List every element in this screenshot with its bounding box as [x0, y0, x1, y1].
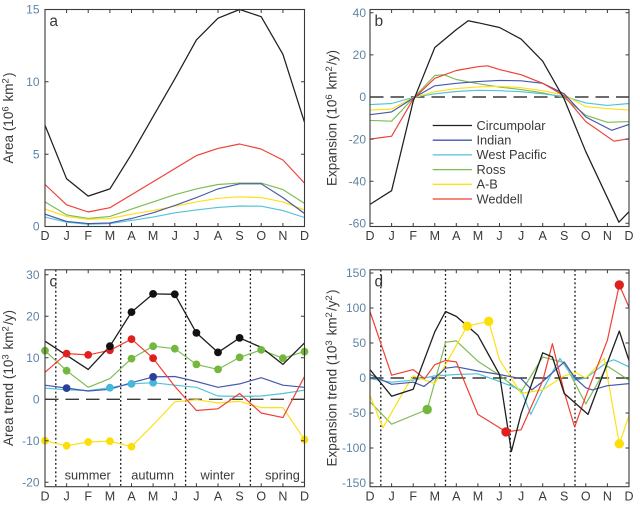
svg-text:0: 0	[33, 220, 40, 234]
svg-text:O: O	[581, 490, 591, 504]
svg-text:J: J	[388, 490, 394, 504]
svg-text:-50: -50	[349, 406, 367, 420]
svg-text:J: J	[193, 490, 199, 504]
svg-text:M: M	[105, 229, 115, 243]
svg-text:A: A	[539, 490, 548, 504]
svg-text:-100: -100	[342, 441, 366, 455]
svg-text:0: 0	[359, 90, 366, 104]
svg-text:Indian: Indian	[477, 133, 512, 148]
svg-text:winter: winter	[200, 468, 236, 483]
svg-text:A-B: A-B	[477, 177, 498, 192]
svg-text:A: A	[452, 229, 461, 243]
svg-text:O: O	[256, 490, 266, 504]
svg-text:-150: -150	[342, 476, 366, 490]
svg-text:Circumpolar: Circumpolar	[477, 118, 547, 133]
svg-text:-20: -20	[349, 132, 367, 146]
svg-text:S: S	[235, 229, 243, 243]
svg-text:D: D	[40, 229, 49, 243]
svg-text:0: 0	[359, 371, 366, 385]
svg-text:0: 0	[33, 393, 40, 407]
svg-text:15: 15	[26, 3, 40, 17]
svg-text:J: J	[172, 229, 178, 243]
svg-text:D: D	[300, 229, 309, 243]
svg-text:J: J	[518, 229, 524, 243]
svg-text:J: J	[518, 490, 524, 504]
svg-text:D: D	[40, 490, 49, 504]
svg-text:50: 50	[353, 336, 367, 350]
svg-text:a: a	[49, 13, 58, 30]
svg-text:N: N	[603, 229, 612, 243]
svg-text:A: A	[214, 490, 223, 504]
svg-text:A: A	[127, 229, 136, 243]
svg-text:D: D	[624, 229, 633, 243]
svg-text:N: N	[278, 490, 287, 504]
svg-text:Weddell: Weddell	[477, 191, 523, 206]
svg-text:Area trend (103 km2 /y): Area trend (103 km2 /y)	[1, 310, 17, 446]
svg-text:Expansion (106 km2 /y): Expansion (106 km2 /y)	[324, 50, 340, 186]
svg-text:N: N	[603, 490, 612, 504]
svg-text:F: F	[409, 229, 417, 243]
svg-text:20: 20	[353, 48, 367, 62]
svg-text:M: M	[473, 490, 483, 504]
svg-text:S: S	[560, 229, 568, 243]
svg-text:5: 5	[33, 147, 40, 161]
svg-text:M: M	[148, 490, 158, 504]
svg-text:d: d	[375, 273, 384, 290]
svg-text:Ross: Ross	[477, 162, 506, 177]
svg-text:A: A	[452, 490, 461, 504]
svg-text:100: 100	[346, 301, 366, 315]
svg-text:A: A	[539, 229, 548, 243]
svg-text:A: A	[127, 490, 136, 504]
svg-text:J: J	[496, 229, 502, 243]
svg-text:spring: spring	[265, 468, 300, 483]
svg-text:S: S	[560, 490, 568, 504]
svg-text:-20: -20	[22, 476, 40, 490]
svg-text:M: M	[473, 229, 483, 243]
svg-text:-40: -40	[349, 174, 367, 188]
svg-text:J: J	[193, 229, 199, 243]
svg-text:-60: -60	[349, 217, 367, 231]
svg-text:b: b	[375, 13, 384, 30]
svg-text:A: A	[214, 229, 223, 243]
svg-text:10: 10	[26, 75, 40, 89]
svg-text:D: D	[624, 490, 633, 504]
svg-text:F: F	[409, 490, 417, 504]
svg-text:M: M	[105, 490, 115, 504]
svg-text:S: S	[235, 490, 243, 504]
svg-text:O: O	[581, 229, 591, 243]
svg-text:O: O	[256, 229, 266, 243]
svg-text:-10: -10	[22, 434, 40, 448]
svg-text:F: F	[84, 490, 92, 504]
svg-text:J: J	[388, 229, 394, 243]
svg-text:40: 40	[353, 6, 367, 20]
svg-text:Expansion trend (103 km2 /y2: Expansion trend (103 km2 /y2 )	[324, 290, 340, 467]
svg-text:M: M	[148, 229, 158, 243]
svg-text:J: J	[63, 490, 69, 504]
svg-text:F: F	[84, 229, 92, 243]
svg-text:J: J	[63, 229, 69, 243]
svg-text:150: 150	[346, 266, 366, 280]
svg-text:Area (106 km2 ): Area (106 km2 )	[1, 73, 17, 164]
svg-text:20: 20	[26, 310, 40, 324]
svg-text:10: 10	[26, 351, 40, 365]
svg-text:30: 30	[26, 268, 40, 282]
svg-text:M: M	[430, 229, 440, 243]
svg-text:N: N	[278, 229, 287, 243]
svg-text:D: D	[365, 229, 374, 243]
svg-text:J: J	[172, 490, 178, 504]
svg-text:D: D	[365, 490, 374, 504]
svg-text:D: D	[300, 490, 309, 504]
svg-text:autumn: autumn	[131, 468, 174, 483]
svg-text:West Pacific: West Pacific	[477, 147, 548, 162]
svg-text:M: M	[430, 490, 440, 504]
svg-text:c: c	[49, 273, 57, 290]
svg-text:summer: summer	[65, 468, 112, 483]
svg-text:J: J	[496, 490, 502, 504]
